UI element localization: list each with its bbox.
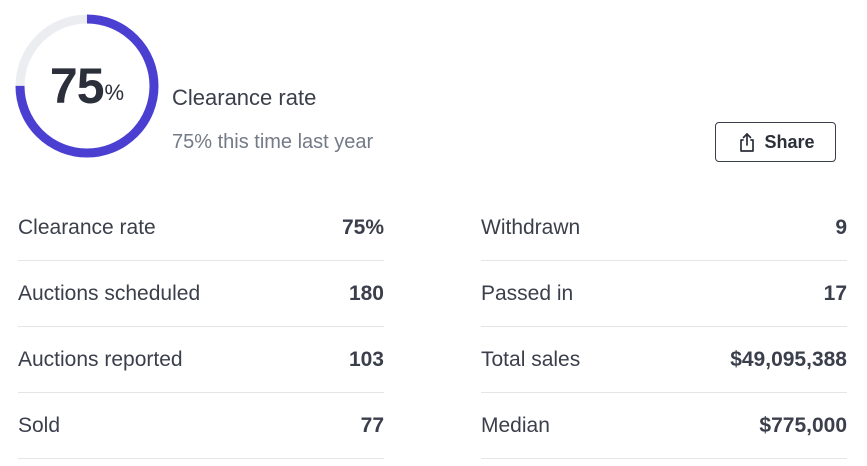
clearance-rate-gauge: 75 % [14, 13, 160, 159]
stat-label: Clearance rate [18, 215, 156, 239]
stat-value: $49,095,388 [730, 347, 847, 371]
stat-label: Total sales [481, 347, 581, 371]
stats-left-column: Clearance rate 75% Auctions scheduled 18… [18, 195, 384, 459]
stat-row-withdrawn: Withdrawn 9 [481, 195, 847, 261]
stat-row-auctions-scheduled: Auctions scheduled 180 [18, 261, 384, 327]
gauge-unit: % [104, 80, 125, 105]
summary-title: Clearance rate [172, 85, 317, 110]
stat-row-median: Median $775,000 [481, 393, 847, 459]
gauge-number: 75 [49, 58, 105, 114]
stat-row-sold: Sold 77 [18, 393, 384, 459]
share-icon [736, 131, 758, 153]
gauge-fill [15, 14, 159, 158]
stat-label: Auctions reported [18, 347, 183, 371]
stat-label: Auctions scheduled [18, 281, 201, 305]
gauge-value: 75 % [14, 13, 160, 159]
stat-label: Sold [18, 413, 61, 437]
last-year-comparison: 75% this time last year [172, 131, 374, 153]
share-button[interactable]: Share [715, 122, 836, 162]
stat-label: Median [481, 413, 550, 437]
stat-row-clearance-rate: Clearance rate 75% [18, 195, 384, 261]
stat-value: 17 [823, 281, 847, 305]
stat-value: 77 [360, 413, 384, 437]
stat-value: 103 [348, 347, 384, 371]
share-label: Share [764, 131, 815, 152]
stat-row-total-sales: Total sales $49,095,388 [481, 327, 847, 393]
stat-value: 9 [835, 215, 847, 239]
stat-value: $775,000 [759, 413, 847, 437]
stats-right-column: Withdrawn 9 Passed in 17 Total sales $49… [481, 195, 847, 459]
stat-label: Withdrawn [481, 215, 581, 239]
stat-value: 75% [341, 215, 384, 239]
stat-value: 180 [348, 281, 384, 305]
stat-row-passed-in: Passed in 17 [481, 261, 847, 327]
stat-row-auctions-reported: Auctions reported 103 [18, 327, 384, 393]
stat-label: Passed in [481, 281, 574, 305]
gauge-ring [15, 14, 159, 158]
